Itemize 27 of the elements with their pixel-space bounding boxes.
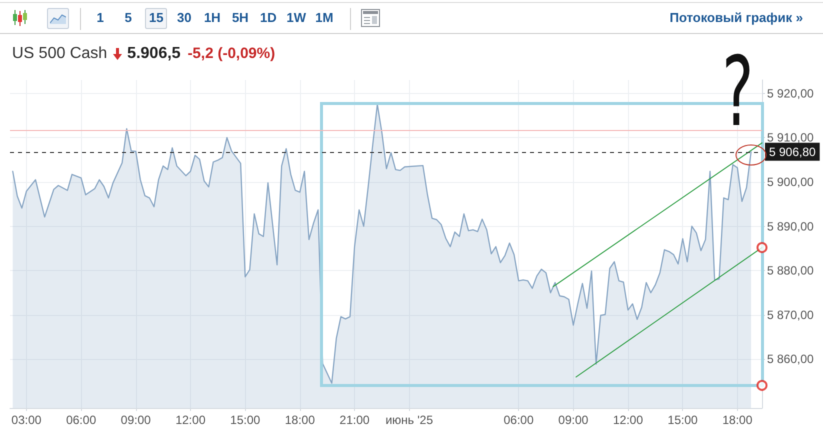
text: -5,2 (-0,09%) <box>188 45 276 63</box>
x-tick-label: июнь '25 <box>385 413 434 427</box>
chart-title: US 500 Cash <box>12 45 108 63</box>
y-tick-label: 5 890,00 <box>767 219 814 234</box>
x-tick-label: 12:00 <box>612 413 644 427</box>
x-tick-label: 09:00 <box>120 413 152 427</box>
y-tick-label: 5 920,00 <box>767 86 814 100</box>
annotation: ? <box>722 36 754 148</box>
x-tick-label: 15:00 <box>230 413 261 427</box>
x-tick-label: 15:00 <box>668 413 698 427</box>
ref-line-label: 5 906,80 <box>769 144 816 159</box>
y-tick-label: 5 880,00 <box>767 264 814 278</box>
chart-subtitle: 5.906,5 <box>127 45 181 63</box>
x-tick-label: 06:00 <box>66 413 96 427</box>
y-tick-label: 5 870,00 <box>767 308 814 322</box>
x-tick-label: 18:00 <box>722 413 753 427</box>
y-tick-label: 5 910,00 <box>767 130 814 145</box>
x-tick-label: 21:00 <box>340 413 370 427</box>
x-tick-label: 03:00 <box>11 413 42 427</box>
y-tick-label: 5 860,00 <box>767 352 814 366</box>
text: Потоковый график » <box>670 10 803 25</box>
x-tick-label: 09:00 <box>558 413 589 427</box>
y-tick-label: 5 900,00 <box>767 174 814 189</box>
x-tick-label: 06:00 <box>504 413 534 427</box>
x-tick-label: 18:00 <box>284 413 316 427</box>
x-tick-label: 12:00 <box>175 413 206 427</box>
text: 1 5 15 30 1H 5H 1D 1W 1M <box>96 10 334 25</box>
